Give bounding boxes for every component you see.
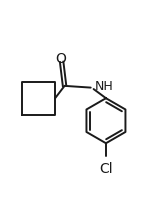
- Text: NH: NH: [95, 80, 114, 93]
- Text: Cl: Cl: [99, 162, 113, 176]
- Text: O: O: [56, 52, 66, 66]
